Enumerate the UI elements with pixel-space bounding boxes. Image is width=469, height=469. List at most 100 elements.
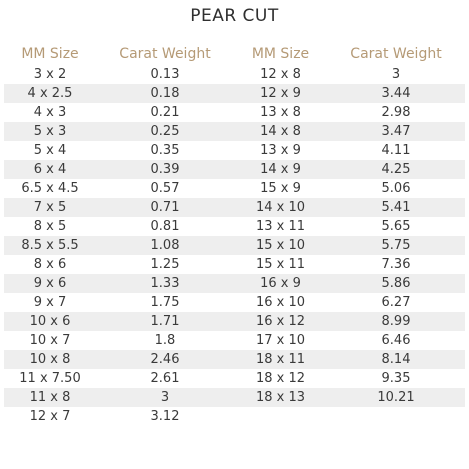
- mm-size-left-cell: 10 x 8: [4, 350, 96, 369]
- mm-size-left-cell: 5 x 3: [4, 122, 96, 141]
- mm-size-left-cell: 8 x 5: [33, 219, 67, 234]
- mm-size-left-cell: 7 x 5: [4, 198, 96, 217]
- carat-weight-right-cell: 6.46: [381, 333, 411, 348]
- table-row: 4 x 2.5 0.18 12 x 9 3.44: [4, 84, 465, 103]
- mm-size-right-cell: 15 x 9: [260, 181, 301, 196]
- carat-weight-left-cell: 0.81: [150, 219, 180, 234]
- table-row: 10 x 8 2.46 18 x 11 8.14: [4, 350, 465, 369]
- carat-weight-left-cell: 1.33: [96, 274, 234, 293]
- table-row: 6.5 x 4.5 0.57 15 x 9 5.06: [4, 179, 465, 198]
- carat-weight-left-cell: 0.57: [150, 181, 180, 196]
- carat-weight-right-cell: 3: [391, 67, 401, 82]
- carat-weight-left-cell: 0.18: [96, 84, 234, 103]
- table-row: 9 x 7 1.75 16 x 10 6.27: [4, 293, 465, 312]
- table-row: 8 x 5 0.81 13 x 11 5.65: [4, 217, 465, 236]
- mm-size-right-cell: 15 x 11: [255, 257, 306, 272]
- carat-weight-right-cell: 8.99: [327, 312, 465, 331]
- carat-weight-left-cell: 0.25: [96, 122, 234, 141]
- table-row: 9 x 6 1.33 16 x 9 5.86: [4, 274, 465, 293]
- mm-size-right-cell: 13 x 11: [255, 219, 306, 234]
- mm-size-right-cell: 12 x 9: [234, 84, 327, 103]
- mm-size-right-cell: 13 x 9: [260, 143, 301, 158]
- mm-size-right-cell: 18 x 12: [255, 371, 306, 386]
- mm-size-right-cell: 13 x 8: [260, 105, 301, 120]
- carat-weight-right-cell: 5.06: [381, 181, 411, 196]
- mm-size-left-cell: 4 x 2.5: [4, 84, 96, 103]
- table-row: 10 x 7 1.8 17 x 10 6.46: [4, 331, 465, 350]
- mm-size-left-cell: 3 x 2: [33, 67, 67, 82]
- carat-weight-left-cell: 0.35: [150, 143, 180, 158]
- mm-size-left-cell: 6 x 4: [4, 160, 96, 179]
- table-row: 5 x 3 0.25 14 x 8 3.47: [4, 122, 465, 141]
- carat-weight-left-cell: 3.12: [150, 409, 180, 424]
- table-row: 11 x 7.50 2.61 18 x 12 9.35: [4, 369, 465, 388]
- mm-size-left-cell: 10 x 7: [29, 333, 71, 348]
- table-row: 5 x 4 0.35 13 x 9 4.11: [4, 141, 465, 160]
- page-title: PEAR CUT: [190, 6, 279, 26]
- mm-size-right-cell: 15 x 10: [234, 236, 327, 255]
- mm-size-left-cell: 5 x 4: [33, 143, 67, 158]
- carat-weight-left-cell: 2.46: [96, 350, 234, 369]
- carat-weight-left-cell: 1.71: [96, 312, 234, 331]
- table-row: 8 x 6 1.25 15 x 11 7.36: [4, 255, 465, 274]
- mm-size-left-cell: 12 x 7: [29, 409, 71, 424]
- carat-weight-right-cell: 7.36: [381, 257, 411, 272]
- table-row: 6 x 4 0.39 14 x 9 4.25: [4, 160, 465, 179]
- mm-size-right-cell: 14 x 10: [234, 198, 327, 217]
- header-mm-size-left: MM Size: [21, 45, 79, 62]
- carat-weight-left-cell: 3: [96, 388, 234, 407]
- carat-weight-right-cell: 9.35: [381, 371, 411, 386]
- mm-size-left-cell: 11 x 7.50: [19, 371, 81, 386]
- carat-weight-left-cell: 0.71: [96, 198, 234, 217]
- mm-size-right-cell: [234, 407, 327, 426]
- header-carat-weight-left: Carat Weight: [119, 45, 211, 62]
- mm-size-left-cell: 9 x 6: [4, 274, 96, 293]
- mm-size-left-cell: 8.5 x 5.5: [4, 236, 96, 255]
- carat-weight-right-cell: 6.27: [381, 295, 411, 310]
- mm-size-left-cell: 11 x 8: [4, 388, 96, 407]
- header-carat-weight-right: Carat Weight: [350, 45, 442, 62]
- carat-weight-left-cell: 1.25: [150, 257, 180, 272]
- table-row: 10 x 6 1.71 16 x 12 8.99: [4, 312, 465, 331]
- table-row: 3 x 2 0.13 12 x 8 3: [4, 65, 465, 84]
- carat-weight-right-cell: 8.14: [327, 350, 465, 369]
- mm-size-left-cell: 10 x 6: [4, 312, 96, 331]
- carat-weight-right-cell: 3.44: [327, 84, 465, 103]
- table-row: 7 x 5 0.71 14 x 10 5.41: [4, 198, 465, 217]
- mm-size-right-cell: 16 x 10: [255, 295, 306, 310]
- mm-size-right-cell: 14 x 9: [234, 160, 327, 179]
- carat-weight-left-cell: 0.13: [150, 67, 180, 82]
- mm-size-left-cell: 9 x 7: [33, 295, 67, 310]
- header-mm-size-right: MM Size: [251, 45, 310, 62]
- mm-size-right-cell: 14 x 8: [234, 122, 327, 141]
- carat-weight-right-cell: 4.25: [327, 160, 465, 179]
- size-table: MM Size Carat Weight MM Size Carat Weigh…: [4, 42, 465, 426]
- carat-weight-left-cell: 1.75: [150, 295, 180, 310]
- mm-size-right-cell: 16 x 9: [234, 274, 327, 293]
- table-row: 4 x 3 0.21 13 x 8 2.98: [4, 103, 465, 122]
- table-row: 8.5 x 5.5 1.08 15 x 10 5.75: [4, 236, 465, 255]
- carat-weight-left-cell: 1.08: [96, 236, 234, 255]
- carat-weight-right-cell: 10.21: [327, 388, 465, 407]
- carat-weight-right-cell: [327, 407, 465, 426]
- carat-weight-left-cell: 2.61: [150, 371, 180, 386]
- carat-weight-left-cell: 1.8: [154, 333, 176, 348]
- mm-size-left-cell: 4 x 3: [33, 105, 67, 120]
- carat-weight-right-cell: 2.98: [381, 105, 411, 120]
- carat-weight-right-cell: 5.65: [381, 219, 411, 234]
- header-row: MM Size Carat Weight MM Size Carat Weigh…: [4, 42, 465, 65]
- carat-weight-right-cell: 5.75: [327, 236, 465, 255]
- carat-weight-right-cell: 5.41: [327, 198, 465, 217]
- carat-weight-left-cell: 0.39: [96, 160, 234, 179]
- carat-weight-right-cell: 5.86: [327, 274, 465, 293]
- carat-weight-left-cell: 0.21: [150, 105, 180, 120]
- mm-size-left-cell: 6.5 x 4.5: [21, 181, 79, 196]
- mm-size-right-cell: 16 x 12: [234, 312, 327, 331]
- mm-size-right-cell: 18 x 11: [234, 350, 327, 369]
- table-row: 11 x 8 3 18 x 13 10.21: [4, 388, 465, 407]
- carat-weight-right-cell: 3.47: [327, 122, 465, 141]
- mm-size-right-cell: 18 x 13: [234, 388, 327, 407]
- carat-weight-right-cell: 4.11: [381, 143, 411, 158]
